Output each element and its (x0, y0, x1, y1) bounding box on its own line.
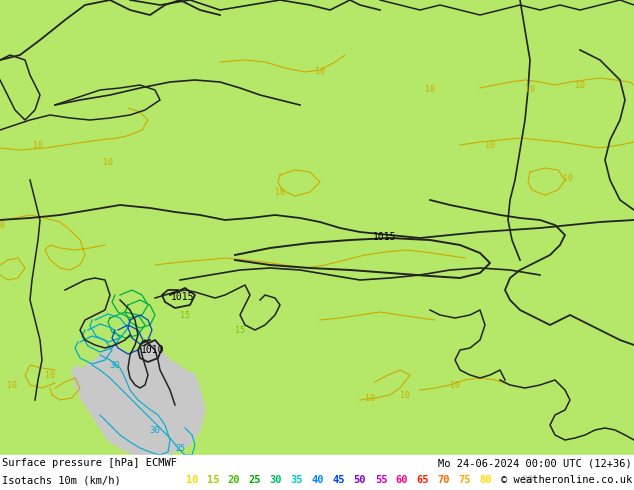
Text: 25: 25 (249, 475, 261, 485)
Text: 80: 80 (480, 475, 492, 485)
Text: 20: 20 (228, 475, 240, 485)
Text: 40: 40 (312, 475, 324, 485)
Polygon shape (72, 340, 205, 458)
Text: 65: 65 (417, 475, 429, 485)
Bar (0, 455, 634, 490)
Text: 30: 30 (150, 425, 160, 435)
Text: 10: 10 (400, 391, 410, 399)
Text: 45: 45 (333, 475, 346, 485)
Text: 35: 35 (291, 475, 303, 485)
Text: 10: 10 (186, 475, 198, 485)
Text: 10: 10 (575, 80, 585, 90)
Text: Isotachs 10m (km/h): Isotachs 10m (km/h) (2, 475, 120, 485)
Text: 50: 50 (354, 475, 366, 485)
Text: 15: 15 (207, 475, 219, 485)
Text: 10: 10 (275, 188, 285, 196)
Text: Mo 24-06-2024 00:00 UTC (12+36): Mo 24-06-2024 00:00 UTC (12+36) (438, 458, 632, 468)
Text: 70: 70 (437, 475, 450, 485)
Text: 60: 60 (396, 475, 408, 485)
Text: 1015: 1015 (171, 292, 195, 302)
Text: 30: 30 (110, 361, 120, 369)
Text: 90: 90 (522, 475, 534, 485)
Text: 10: 10 (7, 381, 17, 390)
Text: 55: 55 (375, 475, 387, 485)
Text: 10: 10 (485, 141, 495, 149)
Text: 1010: 1010 (141, 345, 165, 355)
Text: 10: 10 (450, 381, 460, 390)
Text: Surface pressure [hPa] ECMWF: Surface pressure [hPa] ECMWF (2, 458, 177, 468)
Text: 75: 75 (459, 475, 471, 485)
Text: 15: 15 (180, 311, 190, 319)
Text: 30: 30 (269, 475, 282, 485)
Text: 85: 85 (501, 475, 514, 485)
Text: 10: 10 (0, 220, 5, 229)
Text: 10: 10 (563, 173, 573, 182)
Text: 10: 10 (315, 68, 325, 76)
Text: 10: 10 (525, 85, 535, 95)
Text: 15: 15 (235, 325, 245, 335)
Text: 10: 10 (45, 370, 55, 379)
Text: 10: 10 (103, 157, 113, 167)
Text: 10: 10 (425, 85, 435, 95)
Text: 25: 25 (175, 443, 185, 452)
Text: © weatheronline.co.uk: © weatheronline.co.uk (501, 475, 632, 485)
Text: 10: 10 (33, 141, 43, 149)
Text: 1015: 1015 (373, 232, 397, 242)
Text: 10: 10 (365, 393, 375, 402)
